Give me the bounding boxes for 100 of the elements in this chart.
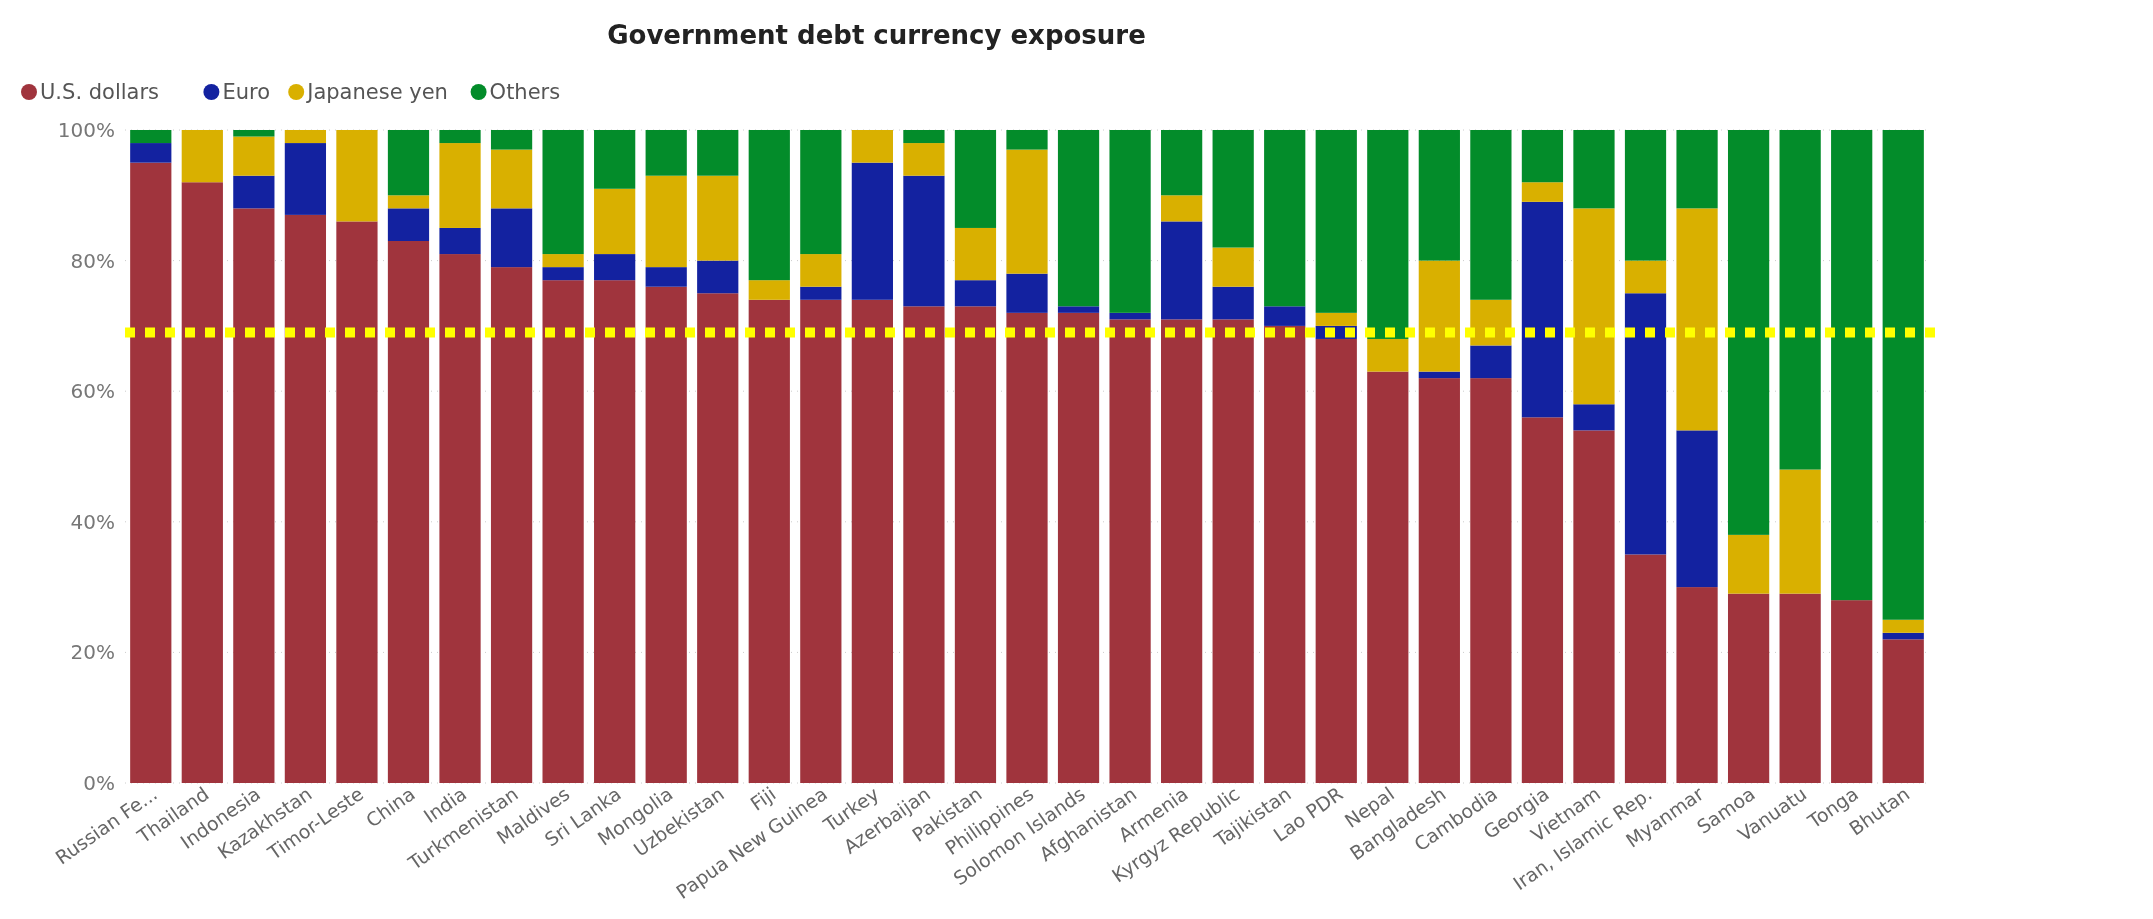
bar [1624, 554, 1667, 783]
bar [1727, 130, 1770, 535]
bar [542, 267, 584, 281]
bar [1521, 201, 1564, 418]
bar [1006, 273, 1048, 313]
bar [1676, 130, 1718, 209]
bar [1676, 587, 1718, 783]
bar [697, 293, 739, 783]
bar [1161, 319, 1203, 783]
bar [284, 130, 327, 144]
bar [1057, 306, 1100, 313]
bar [1057, 312, 1100, 783]
bar [954, 306, 997, 783]
bar [387, 241, 430, 783]
y-tick-label: 20% [70, 640, 115, 665]
bar [903, 143, 945, 176]
bar [1367, 338, 1409, 372]
bar [1212, 247, 1254, 287]
bar [439, 130, 481, 144]
bar [1831, 600, 1873, 783]
bar [1521, 130, 1564, 183]
bar [1470, 345, 1512, 379]
legend-label: Others [489, 80, 561, 104]
bar [1212, 319, 1254, 783]
bar [903, 306, 945, 783]
bar [954, 280, 997, 307]
bar [1882, 130, 1924, 620]
bar [233, 175, 275, 209]
bar [954, 227, 997, 281]
bar [1264, 306, 1306, 326]
bar [800, 299, 842, 783]
bar [1470, 130, 1512, 300]
bar [1624, 130, 1667, 261]
bar [1779, 593, 1821, 783]
bar [1521, 417, 1564, 783]
bar [697, 130, 739, 176]
bar [697, 260, 739, 294]
bar [1161, 130, 1203, 196]
bar [1573, 404, 1615, 431]
bar [594, 188, 636, 255]
bar [1161, 195, 1203, 222]
bar [800, 130, 842, 255]
bar [1882, 619, 1924, 633]
bar [130, 130, 172, 144]
bar [1624, 260, 1667, 294]
bar [490, 267, 533, 783]
bar [1006, 149, 1048, 274]
bar [1470, 378, 1512, 783]
bar [594, 130, 636, 189]
bar [697, 175, 739, 261]
bar [1676, 430, 1718, 588]
bar [748, 299, 790, 783]
bar [851, 299, 893, 783]
bar [1727, 534, 1770, 594]
y-tick-label: 40% [70, 509, 115, 534]
bar [645, 175, 687, 268]
bar [490, 130, 533, 150]
bar [1109, 312, 1151, 320]
legend-label: Euro [222, 80, 271, 104]
bar [1264, 325, 1306, 783]
bar [1315, 312, 1357, 326]
bar [954, 130, 997, 228]
bar [1315, 338, 1357, 783]
bar [851, 162, 893, 300]
bar [387, 130, 430, 196]
bar [439, 227, 481, 255]
bar [284, 214, 327, 783]
bar [1057, 130, 1100, 307]
bar [439, 143, 481, 228]
bar [336, 221, 378, 783]
legend-label: Japanese yen [305, 80, 448, 104]
bar [748, 130, 790, 281]
bar [181, 182, 223, 783]
bar [1831, 130, 1873, 601]
y-tick-label: 80% [70, 248, 115, 273]
bar [1779, 130, 1821, 470]
bar [1109, 130, 1151, 313]
bar [1109, 319, 1151, 783]
y-tick-label: 100% [57, 118, 115, 142]
bar [1418, 260, 1460, 372]
bar [387, 208, 430, 242]
y-tick-label: 60% [70, 379, 115, 404]
bar [1727, 593, 1770, 783]
bar [748, 280, 790, 300]
bar [851, 130, 893, 163]
bar [1315, 130, 1357, 313]
bar [233, 136, 275, 176]
bar [439, 254, 481, 783]
bar [1521, 182, 1564, 202]
bar [1779, 469, 1821, 594]
bar [233, 208, 275, 783]
bar [1212, 286, 1254, 320]
bar [336, 130, 378, 222]
bar [1624, 293, 1667, 555]
bar [181, 130, 223, 183]
bar [1418, 371, 1460, 379]
bar [594, 280, 636, 783]
bar [1367, 371, 1409, 783]
bar [1264, 130, 1306, 307]
bar [130, 143, 172, 163]
